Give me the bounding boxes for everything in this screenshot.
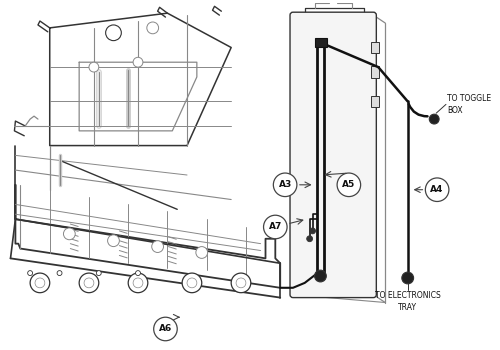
Circle shape [347,168,360,182]
Circle shape [28,271,32,275]
Circle shape [182,273,202,293]
Circle shape [79,273,99,293]
Circle shape [430,114,439,124]
Circle shape [187,278,197,288]
Circle shape [306,81,318,93]
Circle shape [35,278,45,288]
Circle shape [402,272,413,284]
Bar [372,42,380,54]
Circle shape [330,112,338,120]
Circle shape [306,51,318,63]
Circle shape [147,22,158,34]
Circle shape [236,278,246,288]
Text: A6: A6 [159,324,172,334]
Circle shape [84,278,94,288]
Circle shape [30,273,50,293]
Circle shape [314,270,326,282]
Circle shape [133,278,143,288]
Circle shape [231,273,251,293]
FancyBboxPatch shape [290,12,376,298]
Circle shape [274,173,297,197]
Text: A3: A3 [278,180,291,189]
Bar [372,66,380,78]
Bar [372,96,380,107]
Circle shape [196,247,207,258]
Circle shape [89,62,99,72]
Circle shape [106,25,122,41]
Circle shape [133,57,143,67]
Bar [314,38,328,48]
Circle shape [306,169,318,181]
Circle shape [152,241,164,252]
Circle shape [306,236,312,242]
Text: TO TOGGLE
BOX: TO TOGGLE BOX [447,94,491,115]
Circle shape [347,139,360,153]
Text: A7: A7 [268,223,282,231]
Circle shape [136,271,140,275]
Text: A4: A4 [430,185,444,194]
Circle shape [330,142,338,149]
Circle shape [57,271,62,275]
Circle shape [330,171,338,179]
Circle shape [330,83,338,91]
Circle shape [310,228,316,234]
Circle shape [337,173,360,197]
Circle shape [264,215,287,239]
Circle shape [347,109,360,123]
Circle shape [347,50,360,64]
Circle shape [154,317,177,341]
Circle shape [306,110,318,122]
Circle shape [108,235,120,247]
Circle shape [306,140,318,152]
Text: TO ELECTRONICS
TRAY: TO ELECTRONICS TRAY [375,291,440,312]
Circle shape [64,228,75,240]
Circle shape [347,80,360,93]
Circle shape [128,273,148,293]
Circle shape [96,271,101,275]
Circle shape [330,54,338,61]
Text: A5: A5 [342,180,355,189]
Circle shape [426,178,449,202]
